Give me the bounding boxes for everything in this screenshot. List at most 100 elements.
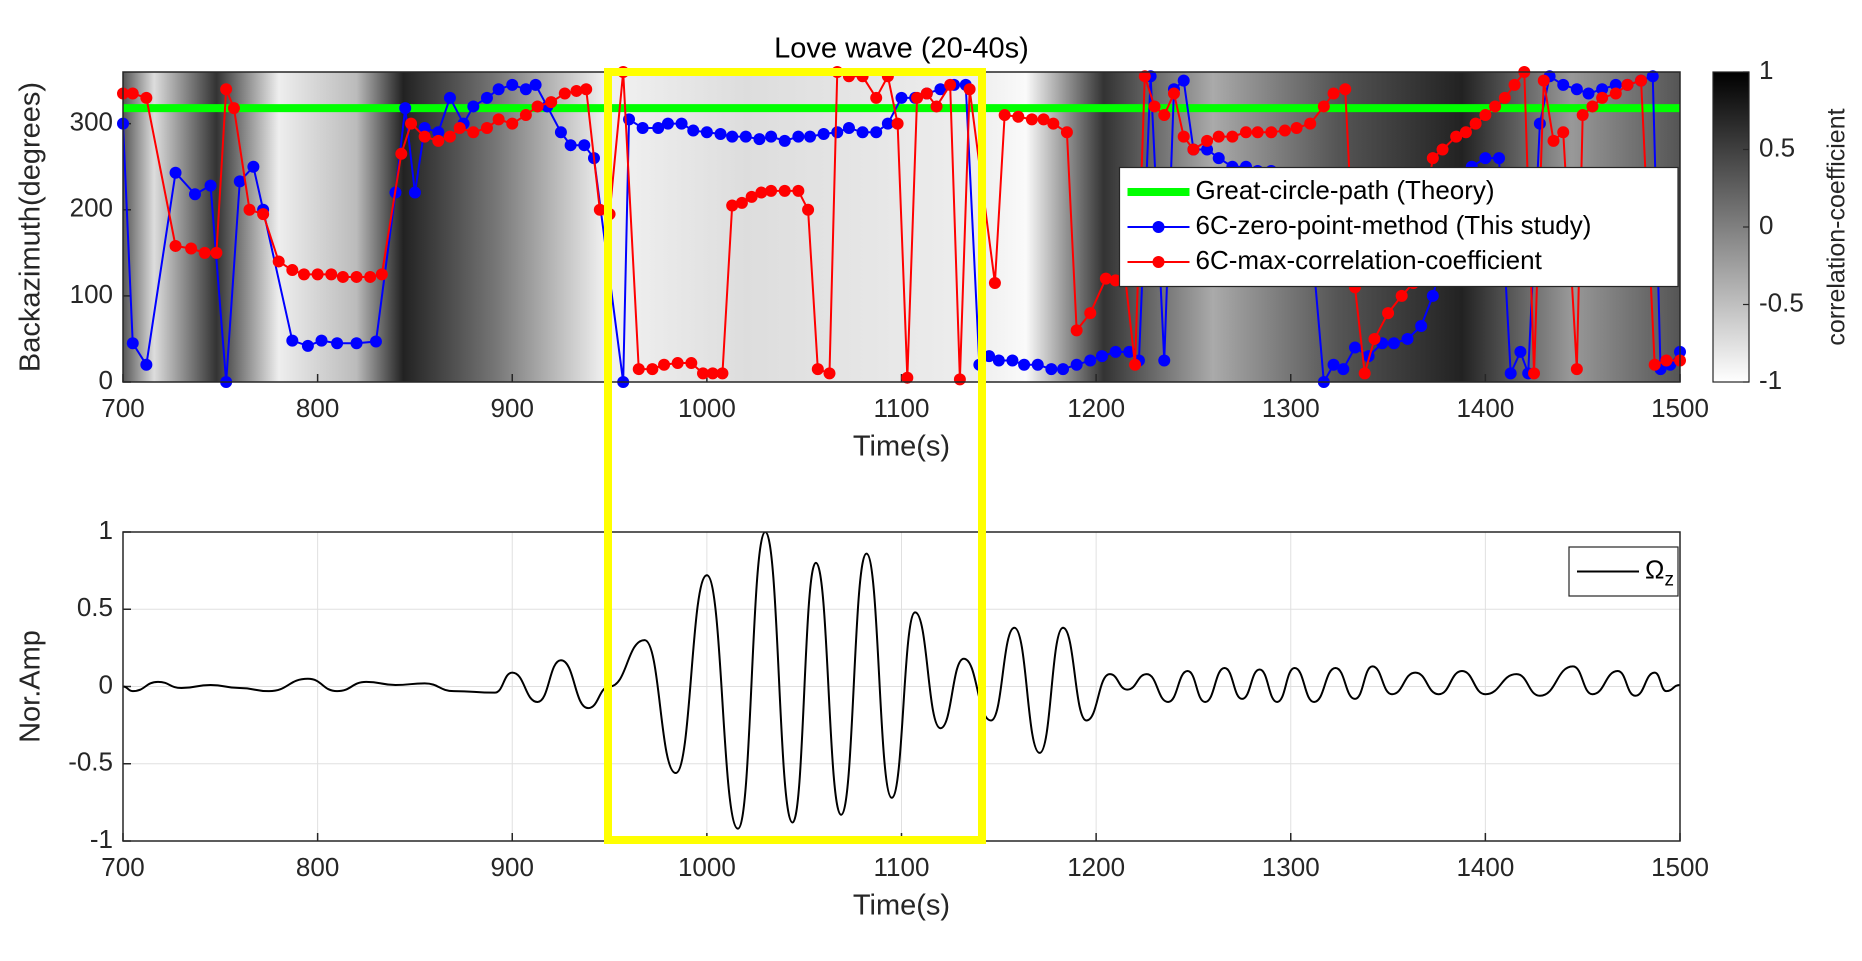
series-marker xyxy=(1226,130,1239,143)
series-marker xyxy=(286,264,299,277)
series-marker xyxy=(817,128,830,140)
series-marker xyxy=(700,126,713,139)
series-marker xyxy=(726,199,739,212)
series-marker xyxy=(395,147,408,160)
series-marker xyxy=(570,84,583,97)
series-marker xyxy=(687,124,700,137)
series-marker xyxy=(1537,74,1550,87)
series-marker xyxy=(1609,78,1622,91)
series-marker xyxy=(1018,358,1031,371)
colorbar-tick-label: 0 xyxy=(1759,210,1773,240)
series-marker xyxy=(467,126,480,139)
series-marker xyxy=(792,130,805,143)
series-marker xyxy=(564,139,577,152)
series-marker xyxy=(988,276,1001,289)
series-marker xyxy=(545,96,558,109)
series-marker xyxy=(126,337,139,350)
series-marker xyxy=(580,83,593,96)
series-marker xyxy=(963,83,976,96)
series-marker xyxy=(1212,130,1225,143)
series-marker xyxy=(1450,130,1463,143)
series-marker xyxy=(210,246,223,259)
series-marker xyxy=(1635,74,1648,87)
series-marker xyxy=(658,358,671,371)
series-marker xyxy=(467,100,480,113)
series-marker xyxy=(1025,113,1038,126)
series-marker xyxy=(325,268,338,281)
series-marker xyxy=(311,268,324,281)
series-marker xyxy=(804,130,817,143)
series-marker xyxy=(983,350,996,363)
series-marker xyxy=(1387,337,1400,350)
series-marker xyxy=(350,337,363,350)
series-marker xyxy=(1660,354,1673,367)
series-marker xyxy=(1037,113,1050,126)
legend-label: Ωz xyxy=(1645,554,1674,590)
x-tick-label: 1300 xyxy=(1262,852,1320,882)
series-marker xyxy=(661,117,674,130)
series-marker xyxy=(1167,87,1180,100)
series-marker xyxy=(671,357,684,370)
y-tick-label: 1 xyxy=(99,515,113,545)
series-marker xyxy=(992,354,1005,367)
series-marker xyxy=(531,100,544,113)
y-tick-label: 300 xyxy=(70,107,113,137)
series-marker xyxy=(1459,126,1472,139)
legend-marker xyxy=(1152,221,1165,233)
series-marker xyxy=(227,102,240,115)
series-marker xyxy=(685,357,698,370)
series-marker xyxy=(1547,134,1560,147)
chart-title: Love wave (20-40s) xyxy=(774,33,1029,65)
series-marker xyxy=(364,270,377,283)
series-marker xyxy=(443,91,456,104)
series-marker xyxy=(272,255,285,268)
series-marker xyxy=(901,371,914,384)
x-tick-label: 900 xyxy=(491,393,534,423)
series-marker xyxy=(1177,74,1190,87)
series-marker xyxy=(753,133,766,146)
series-marker xyxy=(1129,358,1142,371)
series-marker xyxy=(881,117,894,130)
series-marker xyxy=(842,121,855,134)
series-marker xyxy=(1479,152,1492,165)
series-marker xyxy=(1070,358,1083,371)
series-marker xyxy=(506,78,519,91)
x-tick-label: 1000 xyxy=(678,393,736,423)
series-marker xyxy=(298,268,311,281)
colorbar-label: correlation-coefficient xyxy=(1823,108,1851,345)
series-marker xyxy=(408,186,421,199)
series-marker xyxy=(1057,363,1070,376)
legend-label: Great-circle-path (Theory) xyxy=(1196,175,1495,205)
series-marker xyxy=(1006,354,1019,367)
series-marker xyxy=(432,126,445,139)
series-marker xyxy=(1239,126,1252,139)
x-tick-label: 1300 xyxy=(1262,393,1320,423)
series-marker xyxy=(593,203,606,216)
y-tick-label: 0 xyxy=(99,669,113,699)
series-marker xyxy=(652,121,665,134)
series-marker xyxy=(169,166,182,179)
series-marker xyxy=(706,367,719,380)
series-marker xyxy=(998,109,1011,122)
series-marker xyxy=(1570,363,1583,376)
series-marker xyxy=(480,91,493,104)
series-marker xyxy=(930,100,943,113)
series-marker xyxy=(1012,110,1025,123)
series-marker xyxy=(934,83,947,96)
series-marker xyxy=(1148,100,1161,113)
colorbar-tick-label: -1 xyxy=(1759,365,1782,395)
series-marker xyxy=(1576,109,1589,122)
x-tick-label: 1500 xyxy=(1651,852,1709,882)
series-marker xyxy=(1621,78,1634,91)
series-marker xyxy=(1489,100,1502,113)
series-marker xyxy=(831,126,844,139)
series-marker xyxy=(1337,363,1350,376)
series-marker xyxy=(1031,358,1044,371)
x-tick-label: 700 xyxy=(101,852,144,882)
x-tick-label: 1000 xyxy=(678,852,736,882)
series-marker xyxy=(233,175,246,188)
series-marker xyxy=(920,87,933,100)
series-marker xyxy=(418,121,431,134)
series-marker xyxy=(1070,324,1083,337)
